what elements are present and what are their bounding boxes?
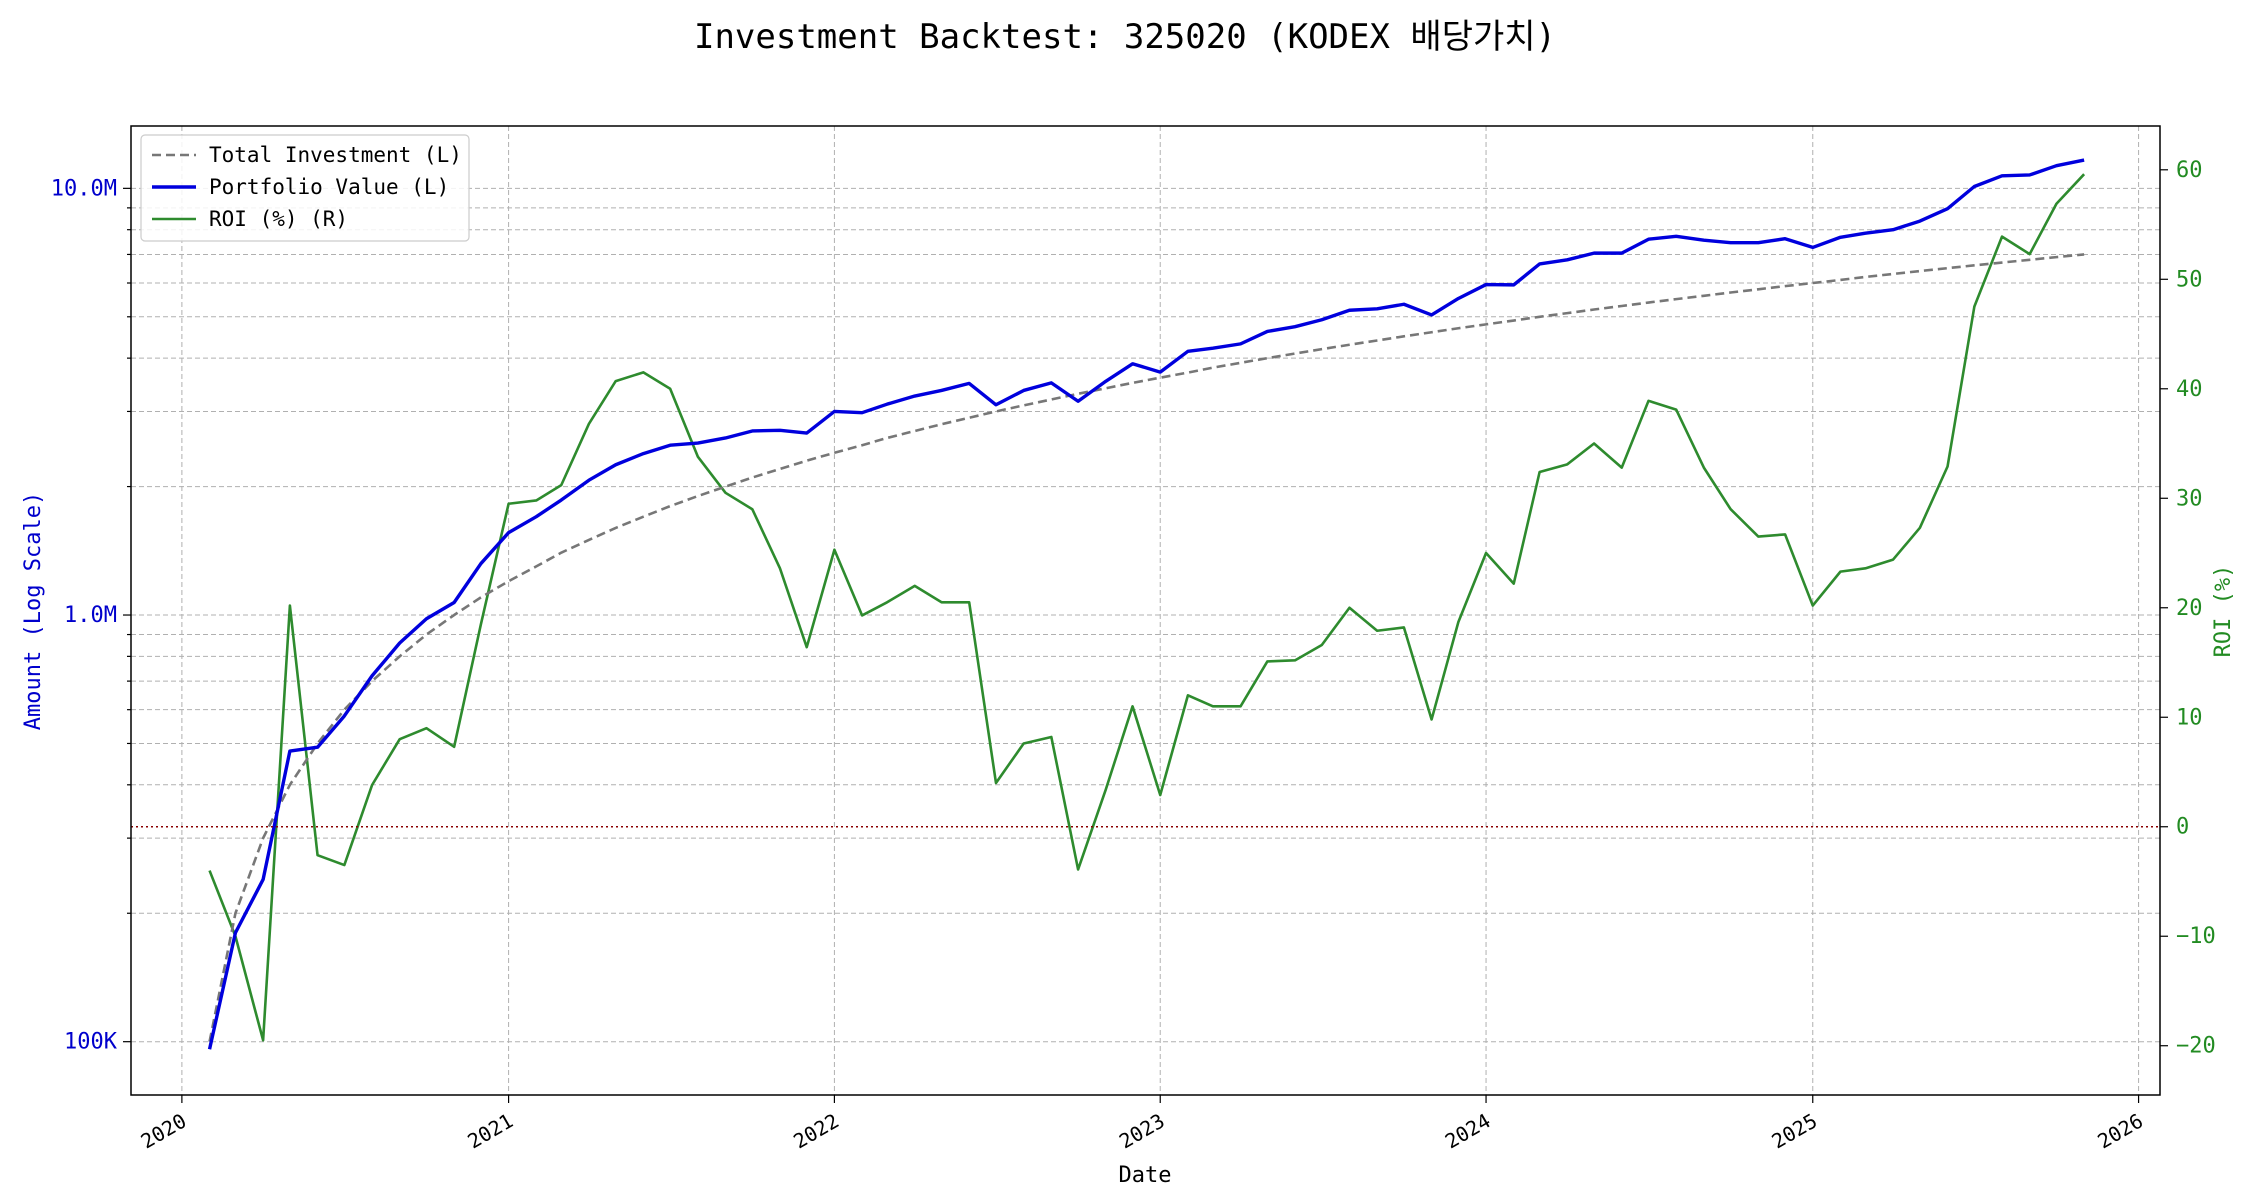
legend-label: Portfolio Value (L) (209, 175, 449, 199)
y-right-tick-label: 10 (2176, 705, 2203, 730)
y-right-tick-label: −20 (2176, 1034, 2216, 1059)
y-left-tick-label: 10.0M (51, 176, 117, 201)
x-axis-label: Date (1119, 1163, 1172, 1188)
legend-box (140, 134, 470, 242)
series-layer (131, 158, 2160, 1050)
y-right-tick-label: 0 (2176, 815, 2189, 840)
y-right-tick-label: 30 (2176, 486, 2203, 511)
plot-frame (130, 125, 2161, 1096)
x-tick-label: 2026 (2093, 1109, 2147, 1154)
y-left-tick-label: 1.0M (64, 603, 117, 628)
y-right-axis-label: ROI (%) (2211, 565, 2236, 658)
y-right-tick-label: 20 (2176, 596, 2203, 621)
x-tick-label: 2020 (137, 1109, 191, 1154)
series-line-total-investment (208, 253, 2085, 1042)
x-tick-label: 2025 (1768, 1109, 1822, 1154)
y-left-axis-label: Amount (Log Scale) (21, 492, 46, 730)
y-right-tick-label: 60 (2176, 158, 2203, 183)
series-line-roi (208, 173, 2086, 1042)
y-left-tick-label: 100K (64, 1030, 118, 1055)
x-tick-label: 2023 (1115, 1109, 1169, 1154)
y-right-tick-label: 50 (2176, 267, 2203, 292)
y-right-tick-label: −10 (2176, 924, 2216, 949)
x-tick-label: 2024 (1441, 1109, 1495, 1154)
legend-label: ROI (%) (R) (209, 207, 348, 231)
y-right-tick-label: 40 (2176, 377, 2203, 402)
legend: Total Investment (L) Portfolio Value (L) R… (140, 134, 470, 242)
x-tick-label: 2022 (789, 1109, 843, 1154)
x-tick-label: 2021 (463, 1109, 517, 1154)
series-line-portfolio-value (207, 158, 2085, 1050)
axes: 100K 1.0M 10.0M −20 −10 0 10 20 30 40 50 60 2020 2021… (51, 158, 2216, 1154)
legend-label: Total Investment (L) (209, 143, 462, 167)
chart-title: Investment Backtest: 325020 (KODEX 배당가치) (694, 17, 1556, 57)
grid (131, 126, 2160, 1095)
